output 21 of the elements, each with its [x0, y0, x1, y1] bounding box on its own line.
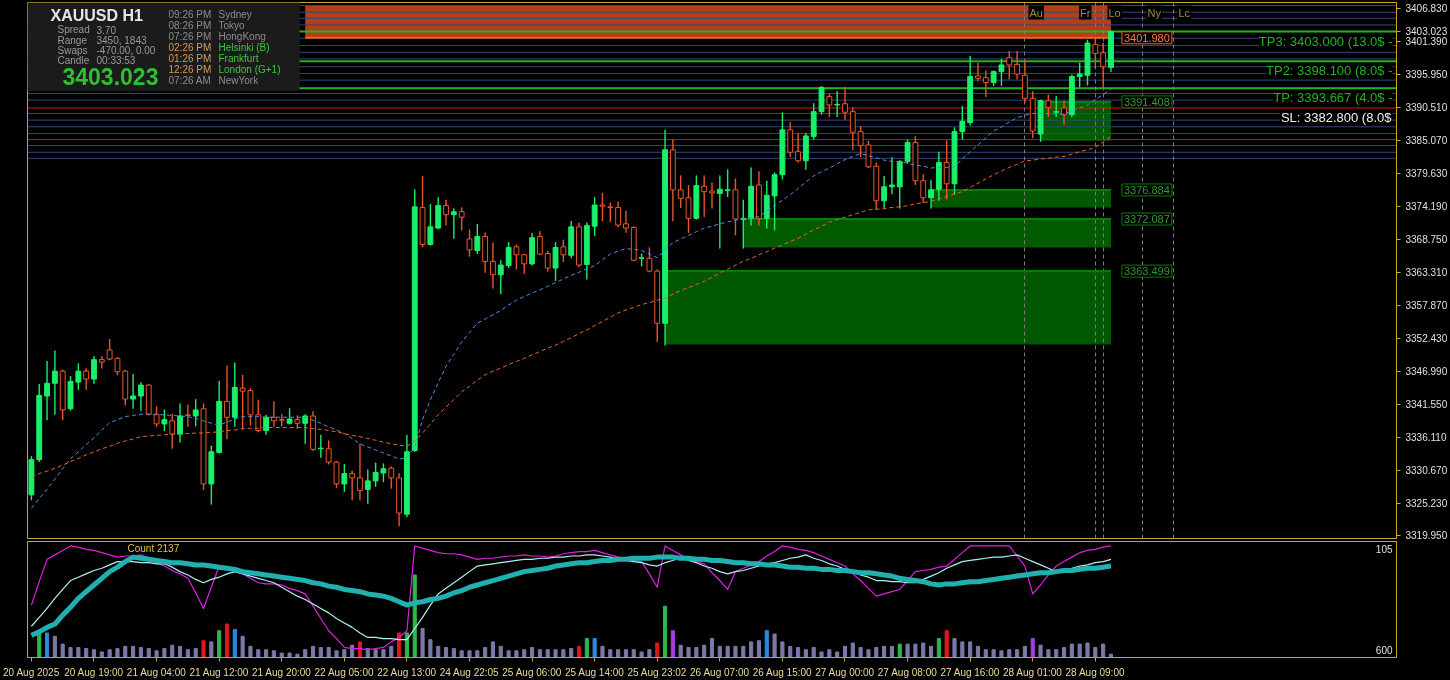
annotation: 600	[1375, 644, 1393, 656]
x-tick-label: 28 Aug 09:00	[1065, 666, 1125, 678]
x-tick-label: 27 Aug 16:00	[940, 666, 1000, 678]
x-tick-label: 26 Aug 15:00	[752, 666, 813, 678]
x-tick-label: 21 Aug 20:00	[251, 666, 312, 678]
x-tick-label: 22 Aug 13:00	[377, 666, 437, 678]
x-tick-label: 21 Aug 12:00	[189, 666, 249, 678]
x-tick-label: 26 Aug 07:00	[690, 666, 750, 678]
x-tick-label: 21 Aug 04:00	[126, 666, 187, 678]
annotation: 105	[1375, 543, 1393, 555]
x-tick-label: 28 Aug 01:00	[1002, 666, 1063, 678]
x-tick-label: 27 Aug 00:00	[815, 666, 875, 678]
x-tick-label: 25 Aug 23:02	[627, 666, 687, 678]
x-tick-label: 22 Aug 05:00	[314, 666, 374, 678]
x-tick-label: 25 Aug 06:00	[502, 666, 562, 678]
x-tick-label: 20 Aug 19:00	[64, 666, 124, 678]
annotation: Count 2137	[127, 543, 180, 554]
x-tick-label: 20 Aug 2025	[3, 666, 60, 678]
x-tick-label: 25 Aug 14:00	[564, 666, 625, 678]
x-tick-label: 24 Aug 22:05	[439, 666, 500, 678]
x-tick-label: 27 Aug 08:00	[877, 666, 938, 678]
